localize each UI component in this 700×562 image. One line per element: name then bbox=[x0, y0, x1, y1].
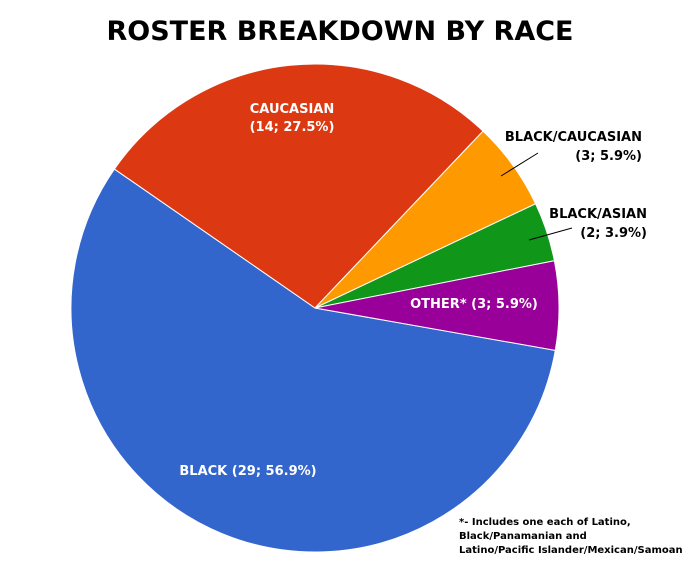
label-black: BLACK (29; 56.9%) bbox=[179, 464, 316, 479]
footnote-line-3: Latino/Pacific Islander/Mexican/Samoan bbox=[459, 545, 683, 556]
label-caucasian: CAUCASIAN bbox=[250, 102, 335, 117]
label-black-caucasian: BLACK/CAUCASIAN bbox=[505, 130, 642, 145]
chart-title: ROSTER BREAKDOWN BY RACE bbox=[106, 16, 573, 47]
pie-slice-black bbox=[70, 168, 556, 553]
label-other: OTHER* (3; 5.9%) bbox=[410, 297, 538, 312]
pie-slice-caucasian bbox=[113, 63, 484, 309]
leader-line-black-asian bbox=[528, 227, 573, 241]
footnote-line-2: Black/Panamanian and bbox=[459, 531, 587, 542]
label-black-asian-value: (2; 3.9%) bbox=[580, 226, 647, 241]
label-caucasian-value: (14; 27.5%) bbox=[250, 120, 335, 135]
label-black-caucasian-value: (3; 5.9%) bbox=[575, 149, 642, 164]
pie-slice-other bbox=[314, 260, 560, 351]
label-black-asian: BLACK/ASIAN bbox=[549, 207, 647, 222]
leader-line-black-caucasian bbox=[500, 152, 539, 177]
footnote-line-1: *- Includes one each of Latino, bbox=[459, 517, 631, 528]
